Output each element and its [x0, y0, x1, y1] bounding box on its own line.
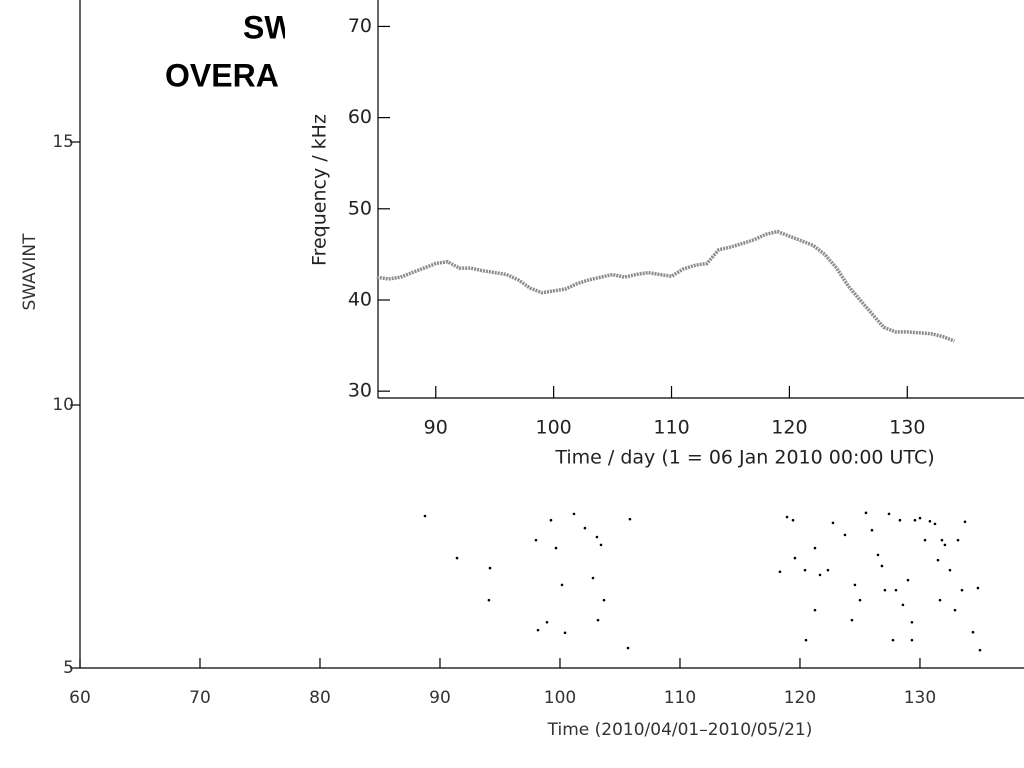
- x-tick-label: 60: [69, 688, 91, 708]
- data-point: [910, 638, 914, 642]
- data-point: [602, 598, 606, 602]
- data-point: [910, 620, 914, 624]
- y-axis-label: SWAVINT: [20, 233, 40, 311]
- data-point: [545, 620, 549, 624]
- chart-subtitle: OVERA: [165, 57, 279, 93]
- data-point: [813, 608, 817, 612]
- data-point: [628, 517, 632, 521]
- y-tick-label: 30: [348, 380, 372, 402]
- data-point: [534, 538, 538, 542]
- data-point: [883, 588, 887, 592]
- data-point: [850, 618, 854, 622]
- x-tick-label: 130: [889, 417, 925, 439]
- data-point: [596, 618, 600, 622]
- y-tick-label: 40: [348, 288, 372, 310]
- data-point: [963, 520, 967, 524]
- data-point: [864, 511, 868, 515]
- data-point: [938, 598, 942, 602]
- data-point: [487, 598, 491, 602]
- data-point: [858, 598, 862, 602]
- x-tick-label: 110: [653, 417, 689, 439]
- data-point: [793, 556, 797, 560]
- data-point: [455, 556, 459, 560]
- data-point: [572, 512, 576, 516]
- data-point: [913, 518, 917, 522]
- data-point: [960, 588, 964, 592]
- x-tick-label: 70: [189, 688, 211, 708]
- data-point: [599, 543, 603, 547]
- data-point: [423, 514, 427, 518]
- data-point: [778, 570, 782, 574]
- y-tick-label: 5: [63, 658, 74, 678]
- data-point: [976, 586, 980, 590]
- data-point: [549, 518, 553, 522]
- inset-background: [285, 0, 1024, 500]
- x-tick-label: 90: [424, 417, 448, 439]
- data-point: [583, 526, 587, 530]
- data-point: [940, 538, 944, 542]
- y-axis-label: Frequency / kHz: [309, 114, 331, 266]
- data-point: [918, 516, 922, 520]
- x-tick-label: 120: [771, 417, 807, 439]
- data-point: [953, 608, 957, 612]
- data-point: [906, 578, 910, 582]
- y-tick-label: 15: [52, 132, 74, 152]
- data-point: [971, 630, 975, 634]
- data-point: [591, 576, 595, 580]
- data-point: [943, 543, 947, 547]
- y-tick-label: 60: [348, 106, 372, 128]
- data-point: [933, 522, 937, 526]
- data-point: [894, 588, 898, 592]
- x-tick-label: 110: [664, 688, 696, 708]
- y-tick-label: 50: [348, 197, 372, 219]
- data-point: [876, 553, 880, 557]
- y-tick-label: 70: [348, 15, 372, 37]
- data-point: [791, 518, 795, 522]
- x-tick-label: 80: [309, 688, 331, 708]
- data-point: [831, 521, 835, 525]
- data-point: [826, 568, 830, 572]
- x-tick-label: 100: [536, 417, 572, 439]
- data-point: [488, 566, 492, 570]
- data-point: [891, 638, 895, 642]
- data-point: [536, 628, 540, 632]
- data-point: [560, 583, 564, 587]
- data-point: [595, 535, 599, 539]
- data-point: [948, 568, 952, 572]
- data-point: [956, 538, 960, 542]
- data-point: [813, 546, 817, 550]
- x-tick-label: 120: [784, 688, 816, 708]
- x-tick-label: 130: [904, 688, 936, 708]
- data-point: [626, 646, 630, 650]
- data-point: [785, 515, 789, 519]
- data-point: [978, 648, 982, 652]
- data-point: [923, 538, 927, 542]
- x-axis-label: Time (2010/04/01–2010/05/21): [547, 720, 813, 740]
- x-tick-label: 100: [544, 688, 576, 708]
- x-tick-label: 90: [429, 688, 451, 708]
- data-point: [898, 518, 902, 522]
- data-point: [804, 638, 808, 642]
- data-point: [928, 519, 932, 523]
- data-point: [880, 564, 884, 568]
- data-line: [376, 229, 956, 343]
- data-point: [853, 583, 857, 587]
- data-point: [563, 631, 567, 635]
- data-point: [901, 603, 905, 607]
- data-point: [803, 568, 807, 572]
- data-point: [554, 546, 558, 550]
- data-point: [818, 573, 822, 577]
- data-point: [936, 558, 940, 562]
- data-point: [870, 528, 874, 532]
- data-point: [887, 512, 891, 516]
- x-axis-label: Time / day (1 = 06 Jan 2010 00:00 UTC): [554, 447, 934, 469]
- y-tick-label: 10: [52, 395, 74, 415]
- data-point: [843, 533, 847, 537]
